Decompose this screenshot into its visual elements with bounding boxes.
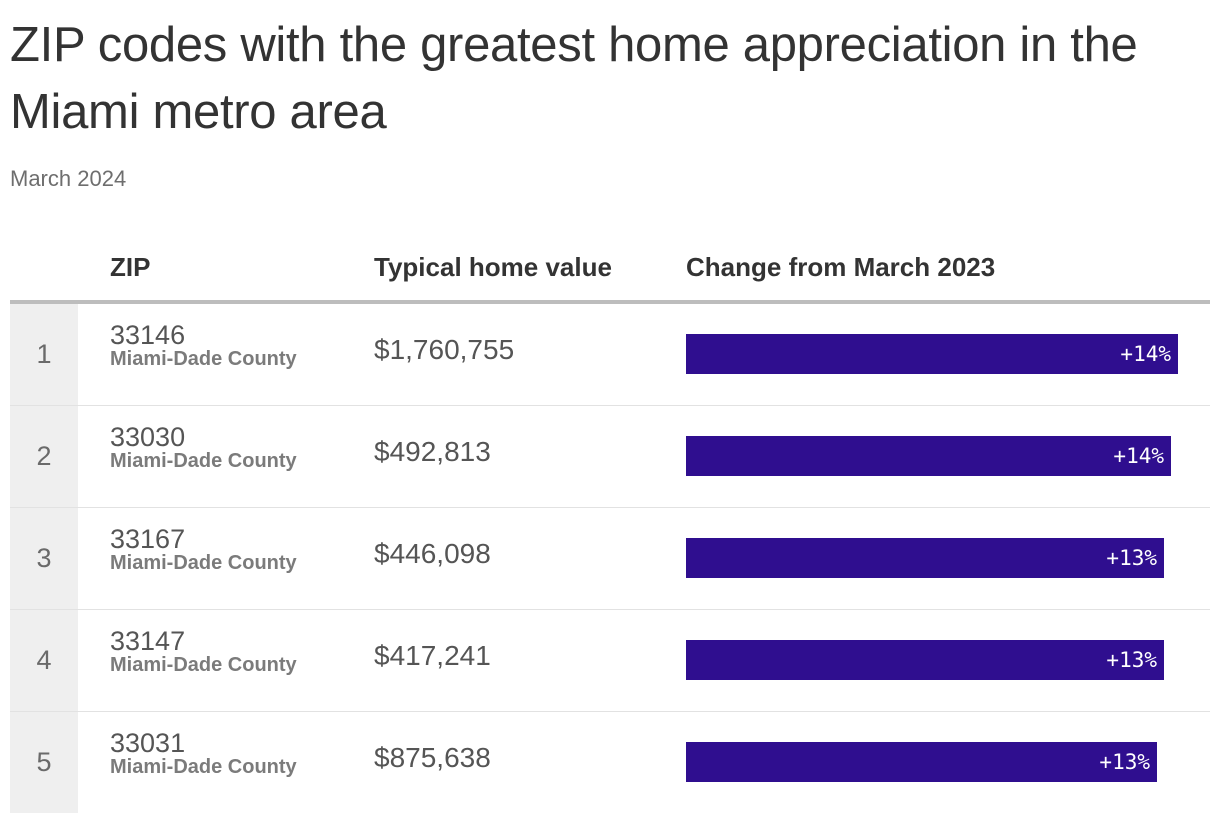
rank-cell: 3 xyxy=(10,508,78,609)
change-bar: +14% xyxy=(686,334,1178,374)
rank-cell: 4 xyxy=(10,610,78,711)
change-bar: +14% xyxy=(686,436,1171,476)
change-bar: +13% xyxy=(686,742,1157,782)
change-bar-label: +14% xyxy=(1120,342,1171,366)
table-row: 5 33031 Miami-Dade County $875,638 +13% xyxy=(10,712,1210,813)
table-row: 2 33030 Miami-Dade County $492,813 +14% xyxy=(10,406,1210,508)
zip-code: 33147 xyxy=(110,626,186,656)
column-header-zip: ZIP xyxy=(110,252,151,282)
rank-cell: 2 xyxy=(10,406,78,507)
county-name: Miami-Dade County xyxy=(110,756,297,778)
change-bar: +13% xyxy=(686,538,1164,578)
home-value: $417,241 xyxy=(374,640,491,671)
change-bar-label: +13% xyxy=(1099,750,1150,774)
table-row: 4 33147 Miami-Dade County $417,241 +13% xyxy=(10,610,1210,712)
zip-code: 33167 xyxy=(110,524,186,554)
county-name: Miami-Dade County xyxy=(110,348,297,370)
home-value: $492,813 xyxy=(374,436,491,467)
table-row: 3 33167 Miami-Dade County $446,098 +13% xyxy=(10,508,1210,610)
table-row: 1 33146 Miami-Dade County $1,760,755 +14… xyxy=(10,304,1210,406)
home-value: $446,098 xyxy=(374,538,491,569)
change-bar: +13% xyxy=(686,640,1164,680)
column-header-home-value: Typical home value xyxy=(374,252,612,282)
change-bar-label: +14% xyxy=(1113,444,1164,468)
table-header: ZIP Typical home value Change from March… xyxy=(10,240,1210,304)
zip-code: 33146 xyxy=(110,320,186,350)
change-bar-label: +13% xyxy=(1106,546,1157,570)
rank-cell: 1 xyxy=(10,304,78,405)
zip-code: 33031 xyxy=(110,728,186,758)
ranking-table: ZIP Typical home value Change from March… xyxy=(10,240,1210,813)
county-name: Miami-Dade County xyxy=(110,450,297,472)
county-name: Miami-Dade County xyxy=(110,654,297,676)
chart-subtitle: March 2024 xyxy=(10,166,127,191)
rank-cell: 5 xyxy=(10,712,78,813)
change-bar-label: +13% xyxy=(1106,648,1157,672)
county-name: Miami-Dade County xyxy=(110,552,297,574)
home-value: $1,760,755 xyxy=(374,334,515,365)
zip-code: 33030 xyxy=(110,422,186,452)
home-value: $875,638 xyxy=(374,742,491,773)
chart-title: ZIP codes with the greatest home appreci… xyxy=(10,18,1138,139)
column-header-change: Change from March 2023 xyxy=(686,252,996,282)
